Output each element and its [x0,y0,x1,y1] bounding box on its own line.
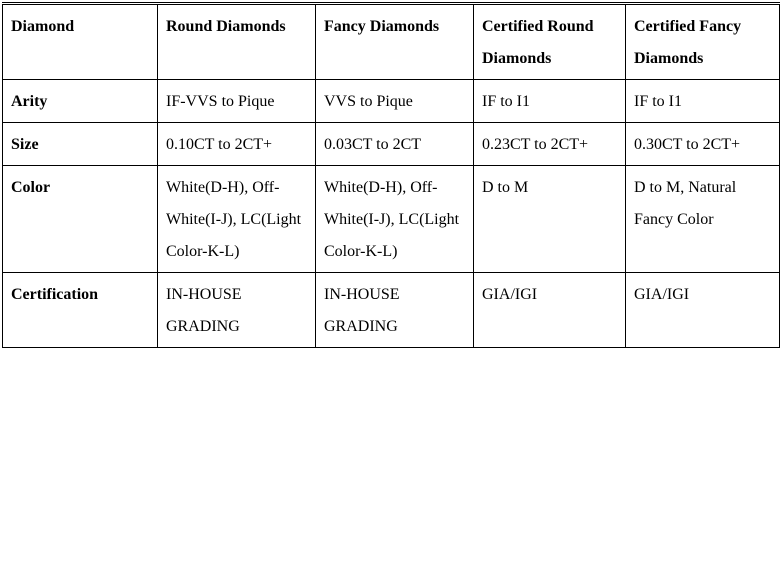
cell-cert-cert-round: GIA/IGI [474,273,626,348]
col-header-1: Round Diamonds [158,4,316,80]
table-body: Arity IF-VVS to Pique VVS to Pique IF to… [3,80,780,348]
col-header-2: Fancy Diamonds [316,4,474,80]
cell-color-cert-fancy: D to M, Natural Fancy Color [626,166,780,273]
col-header-0: Diamond [3,4,158,80]
table-row: Certification IN-HOUSE GRADING IN-HOUSE … [3,273,780,348]
col-header-4: Certified Fancy Diamonds [626,4,780,80]
cell-size-cert-fancy: 0.30CT to 2CT+ [626,123,780,166]
table-head: Diamond Round Diamonds Fancy Diamonds Ce… [3,4,780,80]
cell-color-cert-round: D to M [474,166,626,273]
table-row: Arity IF-VVS to Pique VVS to Pique IF to… [3,80,780,123]
cell-size-fancy: 0.03CT to 2CT [316,123,474,166]
cell-cert-round: IN-HOUSE GRADING [158,273,316,348]
table-row: Color White(D-H), Off-White(I-J), LC(Lig… [3,166,780,273]
table-row: Size 0.10CT to 2CT+ 0.03CT to 2CT 0.23CT… [3,123,780,166]
row-label-color: Color [3,166,158,273]
row-label-size: Size [3,123,158,166]
cell-arity-cert-fancy: IF to I1 [626,80,780,123]
diamond-table: Diamond Round Diamonds Fancy Diamonds Ce… [2,2,780,348]
cell-arity-cert-round: IF to I1 [474,80,626,123]
cell-size-round: 0.10CT to 2CT+ [158,123,316,166]
cell-cert-fancy: IN-HOUSE GRADING [316,273,474,348]
page-root: Diamond Round Diamonds Fancy Diamonds Ce… [0,0,781,350]
row-label-certification: Certification [3,273,158,348]
cell-cert-cert-fancy: GIA/IGI [626,273,780,348]
table-header-row: Diamond Round Diamonds Fancy Diamonds Ce… [3,4,780,80]
col-header-3: Certified Round Diamonds [474,4,626,80]
cell-arity-round: IF-VVS to Pique [158,80,316,123]
cell-color-round: White(D-H), Off-White(I-J), LC(Light Col… [158,166,316,273]
row-label-arity: Arity [3,80,158,123]
cell-arity-fancy: VVS to Pique [316,80,474,123]
cell-color-fancy: White(D-H), Off-White(I-J), LC(Light Col… [316,166,474,273]
cell-size-cert-round: 0.23CT to 2CT+ [474,123,626,166]
